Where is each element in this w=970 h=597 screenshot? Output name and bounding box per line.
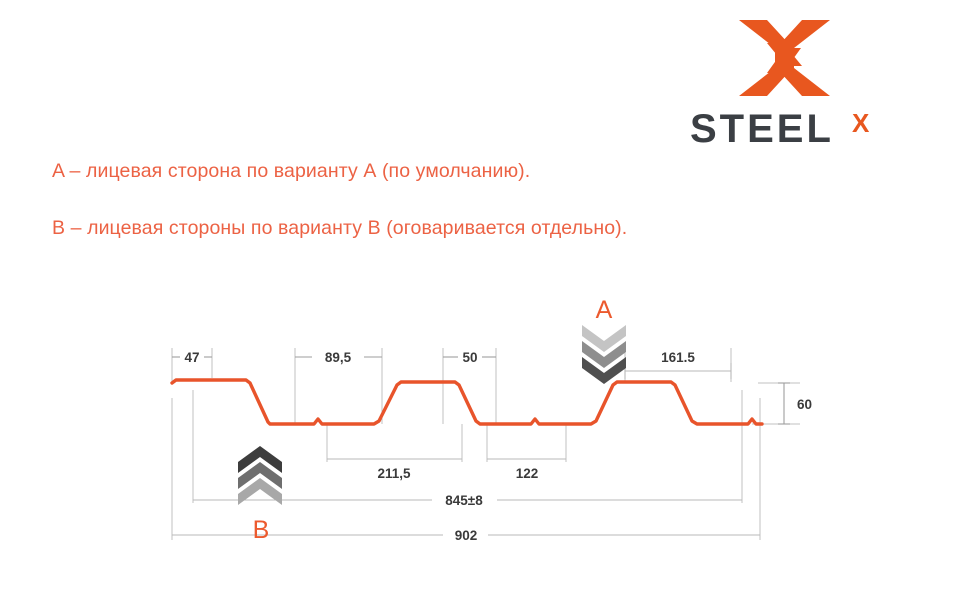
dimension-902: 902 bbox=[172, 528, 760, 543]
dimension-211-5-label: 211,5 bbox=[377, 466, 411, 481]
marker-a-label: A bbox=[596, 296, 613, 324]
marker-a: A bbox=[582, 296, 626, 384]
marker-b: B bbox=[238, 446, 282, 544]
dimension-60-height: 60 bbox=[778, 382, 812, 425]
dimension-122: 122 bbox=[487, 458, 566, 481]
marker-a-chevrons bbox=[582, 325, 626, 384]
dimension-60-label: 60 bbox=[797, 397, 812, 412]
marker-b-label: B bbox=[253, 516, 270, 544]
sheet-profile-line bbox=[170, 378, 764, 426]
dimension-47-label: 47 bbox=[184, 350, 199, 365]
dimension-122-label: 122 bbox=[516, 466, 539, 481]
extension-lines bbox=[171, 348, 800, 540]
note-variant-b: B – лицевая стороны по варианту B (огова… bbox=[52, 217, 628, 239]
dimension-50: 50 bbox=[443, 350, 496, 365]
dimension-845-label: 845±8 bbox=[445, 493, 483, 508]
marker-b-chevrons bbox=[238, 446, 282, 505]
logo-wordmark-text: STEEL bbox=[690, 107, 834, 148]
dimension-89-5-label: 89,5 bbox=[325, 350, 352, 365]
dimension-211-5: 211,5 bbox=[327, 458, 462, 481]
note-variant-a: A – лицевая сторона по варианту А (по ум… bbox=[52, 160, 531, 182]
dimension-161-5-label: 161.5 bbox=[661, 350, 695, 365]
dimension-89-5: 89,5 bbox=[295, 350, 382, 365]
steelx-mark-icon bbox=[739, 20, 830, 96]
dimension-161-5: 161.5 bbox=[624, 350, 732, 379]
logo-superscript-x: X bbox=[852, 108, 870, 138]
brand-logo: STEEL X bbox=[690, 18, 940, 148]
dimension-845: 845±8 bbox=[193, 493, 742, 508]
dimension-47: 47 bbox=[172, 350, 212, 365]
dimension-50-label: 50 bbox=[462, 350, 477, 365]
dimension-902-label: 902 bbox=[455, 528, 478, 543]
steelx-wordmark: STEEL X bbox=[690, 107, 870, 148]
